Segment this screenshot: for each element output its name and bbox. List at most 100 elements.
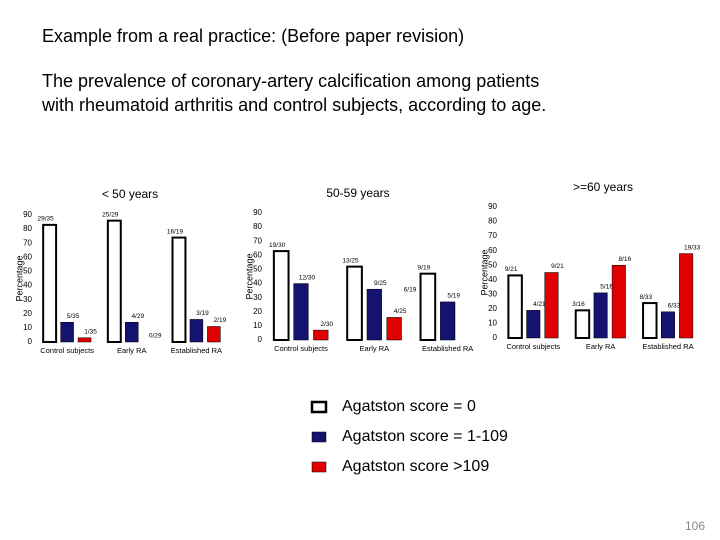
bar (679, 253, 694, 339)
bar (171, 236, 187, 343)
y-tick-label: 40 (23, 281, 32, 290)
y-axis-label: Percentage (479, 249, 489, 295)
legend-label: Agatston score = 1-109 (342, 428, 508, 445)
y-tick-label: 50 (253, 265, 262, 274)
bar (526, 310, 541, 339)
y-tick-label: 70 (488, 231, 497, 240)
y-tick-label: 80 (488, 217, 497, 226)
y-tick-label: 20 (23, 309, 32, 318)
bar (366, 288, 382, 341)
slide-title: Example from a real practice: (Before pa… (42, 26, 464, 46)
data-label: 29/35 (37, 216, 54, 223)
bar (60, 321, 74, 343)
y-tick-label: 0 (258, 335, 263, 344)
bar (106, 219, 122, 343)
y-tick-label: 10 (23, 323, 32, 332)
data-label: 6/33 (668, 303, 681, 310)
data-label: 4/21 (533, 301, 546, 308)
x-tick-label: Early RA (360, 344, 390, 353)
bar (125, 321, 139, 343)
bar (42, 223, 58, 343)
data-label: 5/35 (67, 313, 80, 320)
data-label: 2/30 (320, 321, 333, 328)
bar (507, 274, 523, 339)
x-tick-label: Control subjects (506, 342, 560, 351)
bar (574, 309, 591, 340)
bar (440, 301, 456, 341)
data-label: 25/29 (102, 211, 119, 218)
y-tick-label: 0 (493, 333, 498, 342)
data-label: 3/19 (196, 310, 209, 317)
y-tick-label: 60 (488, 246, 497, 255)
data-label: 9/21 (551, 263, 564, 270)
data-label: 9/21 (505, 266, 518, 273)
bar (593, 292, 608, 339)
data-label: 9/19 (418, 264, 431, 271)
y-tick-label: 90 (23, 210, 32, 219)
bar (313, 329, 329, 341)
annotation: 6/19 (404, 287, 417, 294)
subtitle-line: The prevalence of coronary-artery calcif… (42, 71, 539, 91)
y-tick-label: 40 (488, 275, 497, 284)
bar (419, 272, 437, 341)
data-label: 5/16 (600, 284, 613, 291)
y-axis-label: Percentage (244, 253, 254, 299)
data-label: 13/25 (342, 257, 359, 264)
x-tick-label: Established RA (171, 346, 222, 355)
chart-title: >=60 years (573, 180, 633, 194)
bar (346, 265, 363, 341)
y-tick-label: 10 (488, 319, 497, 328)
chart-title: < 50 years (102, 187, 158, 201)
bar (642, 302, 658, 340)
bar (207, 326, 221, 343)
x-tick-label: Early RA (586, 342, 616, 351)
y-tick-label: 70 (253, 236, 262, 245)
legend-swatch (311, 431, 327, 443)
y-tick-label: 40 (253, 279, 262, 288)
y-tick-label: 30 (23, 295, 32, 304)
data-label: 5/19 (447, 293, 460, 300)
y-tick-label: 80 (253, 222, 262, 231)
subtitle-line: with rheumatoid arthritis and control su… (41, 95, 546, 115)
data-label: 19/30 (269, 242, 286, 249)
data-label: 3/16 (572, 301, 585, 308)
x-tick-label: Established RA (642, 342, 693, 351)
bar (272, 250, 290, 342)
y-tick-label: 30 (488, 289, 497, 298)
page-number: 106 (685, 519, 705, 533)
y-tick-label: 20 (253, 307, 262, 316)
data-label: 1/35 (84, 328, 97, 335)
data-label: 0/29 (149, 333, 162, 340)
y-tick-label: 50 (488, 260, 497, 269)
bar (544, 272, 559, 339)
legend-label: Agatston score >109 (342, 458, 489, 475)
chart-title: 50-59 years (326, 186, 389, 200)
data-label: 8/16 (618, 256, 631, 263)
y-tick-label: 80 (23, 224, 32, 233)
legend-swatch (311, 461, 327, 473)
x-tick-label: Early RA (117, 346, 147, 355)
y-tick-label: 90 (253, 208, 262, 217)
data-label: 12/30 (299, 274, 316, 281)
data-label: 16/19 (167, 228, 184, 235)
y-tick-label: 50 (23, 267, 32, 276)
y-tick-label: 20 (488, 304, 497, 313)
bar (611, 264, 626, 339)
y-tick-label: 0 (28, 337, 33, 346)
y-tick-label: 30 (253, 293, 262, 302)
y-axis-label: Percentage (14, 255, 24, 301)
data-label: 4/29 (131, 313, 144, 320)
y-tick-label: 70 (23, 238, 32, 247)
data-label: 19/33 (684, 244, 701, 251)
data-label: 2/19 (214, 317, 227, 324)
data-label: 4/25 (394, 308, 407, 315)
y-tick-label: 90 (488, 202, 497, 211)
y-tick-label: 10 (253, 321, 262, 330)
legend-swatch (310, 400, 328, 414)
y-tick-label: 60 (253, 250, 262, 259)
bar (189, 319, 204, 343)
x-tick-label: Established RA (422, 344, 473, 353)
y-tick-label: 60 (23, 252, 32, 261)
